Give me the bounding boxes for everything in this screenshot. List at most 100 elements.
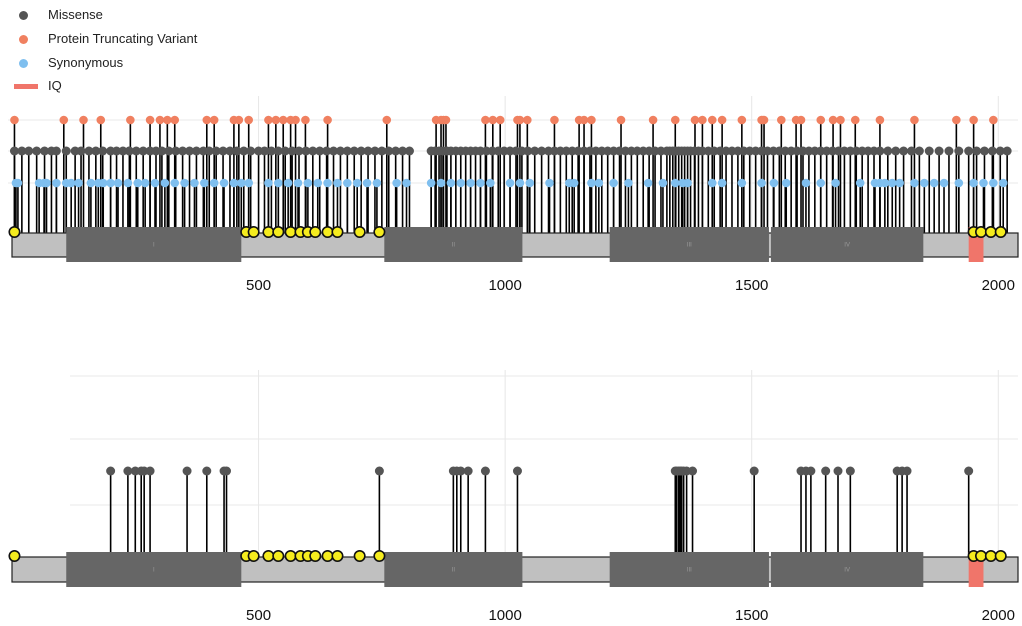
domain-label: IV [844,243,850,249]
lollipop-head [322,146,332,156]
lollipop-head [244,178,254,188]
lollipop-head [994,226,1007,239]
x-tick-label: 2000 [982,607,1015,624]
lollipop-head [271,115,281,125]
lollipop-head [356,146,366,156]
lollipop-head [323,115,332,125]
lollipop-head [373,549,386,562]
lollipop-head [13,178,23,188]
lollipop-head [244,115,254,125]
lollipop-head [481,115,490,125]
lollipop-head [456,178,466,188]
lollipop-head [200,178,209,188]
lollipop-head [975,549,988,562]
lollipop-head [737,115,747,125]
lollipop-head [398,146,408,156]
lollipop-head [648,115,658,125]
lollipop-head [66,178,76,188]
lollipop-head [61,146,71,156]
lollipop-head [150,178,160,188]
lollipop-head [624,178,633,188]
legend-label: Missense [48,7,103,22]
stem-group [13,120,1008,233]
lollipop-head [126,115,135,125]
lollipop-head [979,146,989,156]
lollipop-head [247,226,260,239]
lollipop-head [906,146,916,156]
lollipop-head [86,178,96,188]
lollipop-head [382,115,392,125]
lollipop-head [106,466,116,476]
lollipop-head [995,146,1005,156]
lollipop-head [914,146,924,156]
domain-label: II [452,243,456,249]
lollipop-head [202,115,212,125]
lollipop-head [525,178,535,188]
lollipop-head [291,115,300,125]
lollipop-head [987,146,997,156]
lollipop-head [303,178,313,188]
lollipop-head [969,115,978,125]
domain-label: I [153,568,155,574]
lollipop-head [32,146,42,156]
lollipop-head [899,146,909,156]
x-tick-label: 500 [246,607,271,624]
lollipop-head [594,178,604,188]
lollipop-head [670,178,680,188]
lollipop-head [426,178,436,188]
lollipop-head [349,146,359,156]
x-tick-label: 1500 [735,277,768,294]
lollipop-head [579,115,589,125]
lollipop-head [202,466,212,476]
lollipop-head [550,115,559,125]
lollipop-head [975,226,988,239]
lollipop-head [321,549,334,562]
lollipop-head [776,115,786,125]
lollipop-head [363,146,373,156]
lollipop-head [370,146,380,156]
lollipop-head [170,115,180,125]
lollipop-head [182,466,192,476]
lollipop-head [113,178,123,188]
lollipop-head [769,178,779,188]
lollipop-head [79,115,88,125]
lollipop-head [264,178,273,188]
legend-bar-icon [14,84,38,89]
lollipop-head [239,146,249,156]
lollipop-head [273,178,283,188]
lollipop-head [331,226,344,239]
lollipop-head [902,466,912,476]
lollipop-head [972,146,982,156]
lollipop-head [377,146,387,156]
lollipop-head [373,226,386,239]
lollipop-head [495,115,505,125]
lollipop-head [505,178,515,188]
lollipop-head [891,146,901,156]
x-tick-label: 2000 [982,277,1015,294]
lollipop-head [342,146,352,156]
lollipop-head [315,146,325,156]
lollipop-head [140,178,150,188]
lollipop-head [391,146,401,156]
lollipop-head [952,115,961,125]
lollipop-head [545,178,554,188]
lollipop-head [512,466,522,476]
lollipop-head [537,146,547,156]
lollipop-head [989,178,998,188]
domain-i [66,227,242,262]
lollipop-head [801,178,811,188]
lollipop-head [335,146,345,156]
lollipop-head [170,178,180,188]
lollipop-head [436,178,446,188]
lollipop-head [402,178,411,188]
lollipop-head [643,178,653,188]
x-tick-label: 1000 [488,607,521,624]
lollipop-head [816,115,826,125]
lollipop-head [707,178,717,188]
lollipop-head [283,178,293,188]
domain-label: II [452,568,456,574]
lollipop-head [209,178,219,188]
